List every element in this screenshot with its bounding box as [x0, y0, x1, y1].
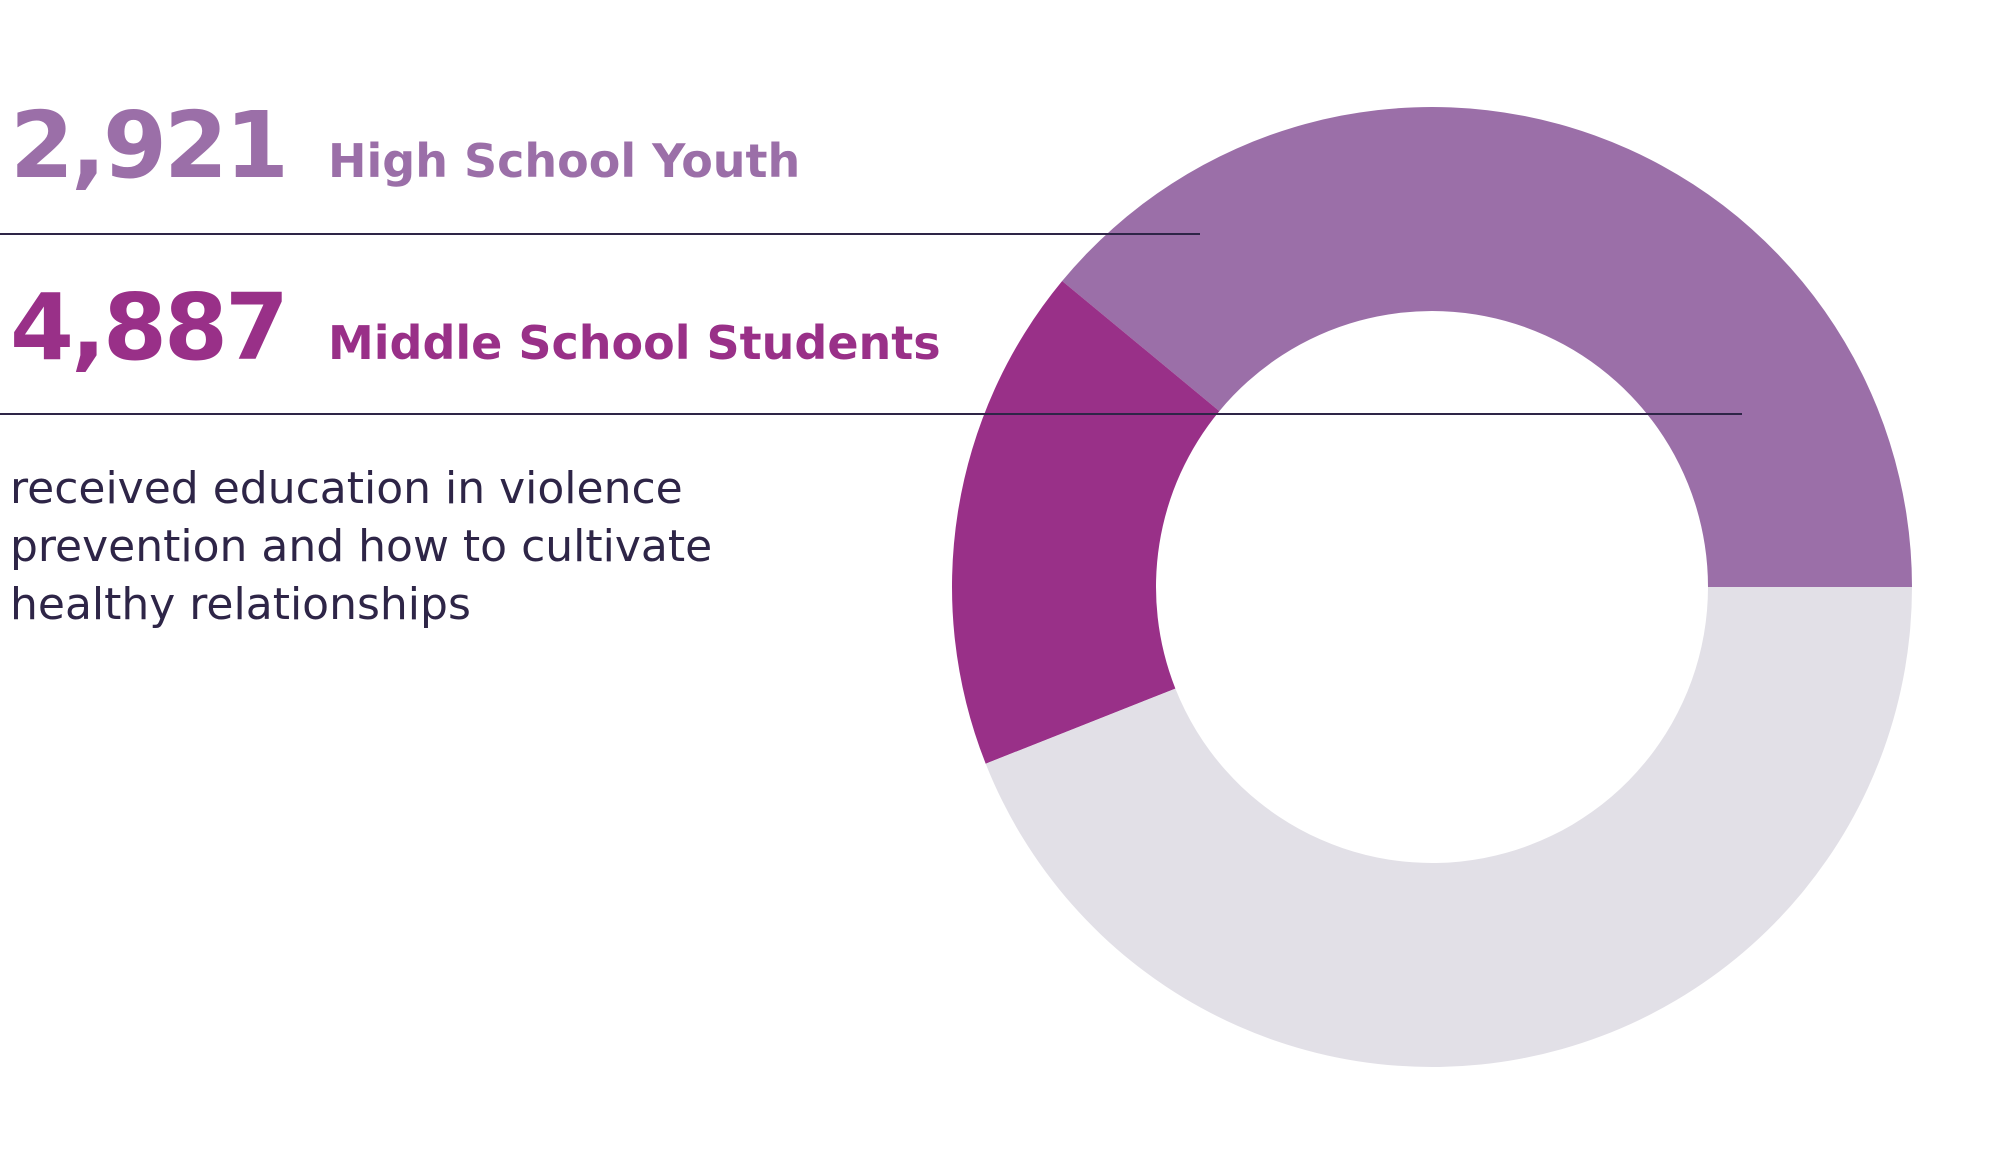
high-school-stat: 2,921 High School Youth — [10, 92, 800, 199]
middle-school-count: 4,887 — [10, 274, 289, 381]
donut-slice-3 — [985, 587, 1912, 1068]
donut-slice-2 — [952, 281, 1220, 764]
middle-school-stat: 4,887 Middle School Students — [10, 274, 941, 381]
high-school-label: High School Youth — [328, 134, 801, 188]
donut-slice-1 — [1062, 107, 1912, 588]
divider-line — [0, 413, 1742, 415]
divider-line — [0, 233, 1200, 235]
high-school-count: 2,921 — [10, 92, 289, 199]
middle-school-label: Middle School Students — [328, 316, 941, 370]
description-text: received education in violence preventio… — [10, 463, 713, 630]
